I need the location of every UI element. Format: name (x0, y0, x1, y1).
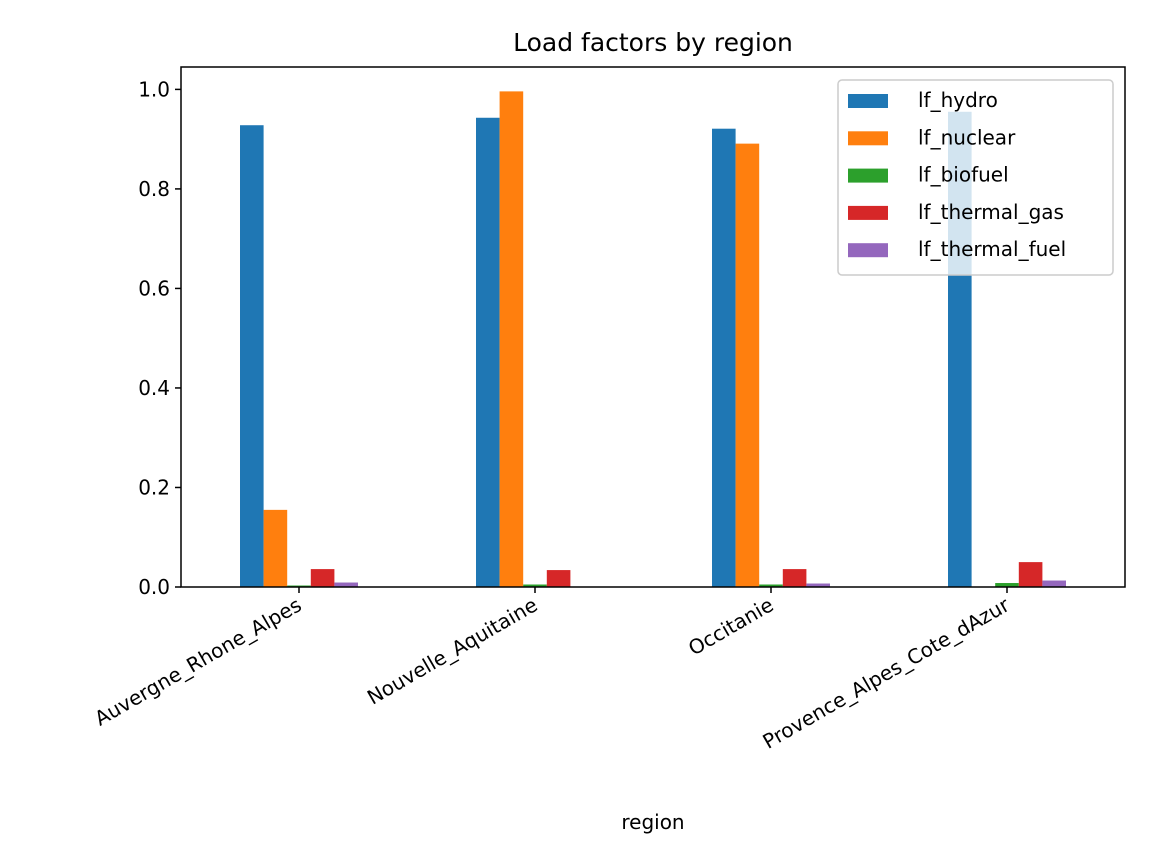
legend-swatch-lf_biofuel (848, 168, 888, 183)
bar-lf_thermal_gas-Occitanie (782, 569, 807, 587)
legend-box (837, 79, 1114, 276)
x-axis-label: region (621, 810, 684, 834)
y-tick-label: 0.0 (138, 575, 170, 599)
bar-lf_hydro-Auvergne_Rhone_Alpes (240, 125, 264, 587)
y-axis: 0.0 0.2 0.4 0.6 0.8 1.0 (138, 77, 181, 599)
bar-lf_thermal_gas-Nouvelle_Aquitaine (546, 570, 571, 587)
x-tick-label: Auvergne_Rhone_Alpes (90, 593, 305, 731)
bar-lf_thermal_fuel-Auvergne_Rhone_Alpes (334, 582, 358, 587)
legend-swatch-lf_thermal_gas (848, 205, 888, 220)
y-tick-label: 1.0 (138, 77, 170, 101)
bar-lf_biofuel-Occitanie (759, 584, 783, 587)
y-tick-label: 0.2 (138, 475, 170, 499)
legend-swatch-lf_thermal_fuel (848, 243, 888, 258)
bar-lf_biofuel-Nouvelle_Aquitaine (523, 584, 547, 587)
bar-lf_nuclear-Auvergne_Rhone_Alpes (263, 509, 288, 587)
y-tick-label: 0.4 (138, 376, 170, 400)
bar-lf_hydro-Occitanie (712, 128, 736, 587)
x-tick-label: Provence_Alpes_Cote_dAzur (758, 592, 1014, 753)
bar-lf_thermal_fuel-Provence_Alpes_Cote_dAzur (1042, 580, 1066, 587)
legend-label-lf_thermal_fuel: lf_thermal_fuel (918, 237, 1066, 261)
x-tick-label: Occitanie (684, 593, 777, 661)
legend-label-lf_biofuel: lf_biofuel (918, 163, 1009, 187)
x-axis: Auvergne_Rhone_Alpes Nouvelle_Aquitaine Oc… (90, 587, 1014, 754)
bar-lf_biofuel-Provence_Alpes_Cote_dAzur (995, 583, 1019, 587)
legend: lf_hydro lf_nuclear lf_biofuel lf_thermal_g… (837, 79, 1114, 276)
x-tick-label: Nouvelle_Aquitaine (363, 593, 542, 710)
legend-swatch-lf_nuclear (848, 131, 888, 146)
plot-area-frame (180, 66, 1126, 588)
bar-lf_nuclear-Nouvelle_Aquitaine (499, 91, 524, 587)
bar-lf_nuclear-Occitanie (735, 143, 760, 587)
y-tick-label: 0.6 (138, 276, 170, 300)
legend-label-lf_nuclear: lf_nuclear (918, 125, 1016, 149)
chart-title: Load factors by region (513, 28, 793, 57)
legend-swatch-lf_hydro (848, 94, 888, 108)
legend-label-lf_hydro: lf_hydro (918, 88, 998, 112)
legend-label-lf_thermal_gas: lf_thermal_gas (918, 200, 1064, 224)
bar-lf_thermal_gas-Auvergne_Rhone_Alpes (310, 569, 335, 587)
bar-lf_hydro-Nouvelle_Aquitaine (476, 117, 500, 587)
bar-lf_thermal_fuel-Occitanie (806, 583, 830, 587)
bar-lf_thermal_gas-Provence_Alpes_Cote_dAzur (1018, 562, 1043, 587)
y-tick-label: 0.8 (138, 177, 170, 201)
